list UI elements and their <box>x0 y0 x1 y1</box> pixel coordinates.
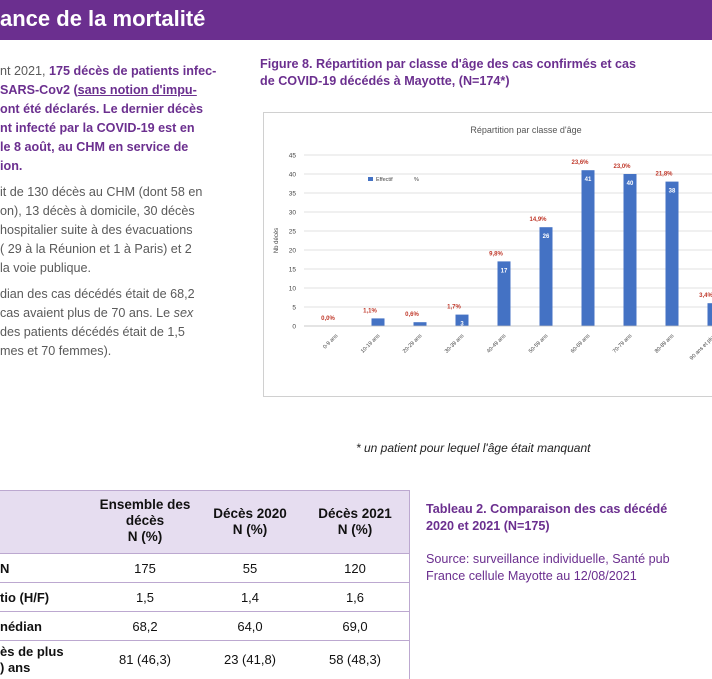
left-text-column: nt 2021, 175 décès de patients infec- SA… <box>0 62 245 361</box>
text-line: nt infecté par la COVID-19 est en <box>0 121 195 135</box>
section-header: ance de la mortalité <box>0 0 712 40</box>
y-tick-label: 25 <box>289 229 297 236</box>
table-cell: 64,0 <box>237 619 263 634</box>
y-tick-label: 15 <box>289 267 297 274</box>
y-tick-label: 5 <box>292 305 296 312</box>
text-line: la voie publique. <box>0 261 92 275</box>
text-line: cas avaient plus de 70 ans. Le sex <box>0 306 194 320</box>
text-line: nt 2021, 175 décès de patients infec- <box>0 64 217 78</box>
bar-value-label: 38 <box>669 189 676 195</box>
y-tick-label: 35 <box>289 191 297 198</box>
x-tick-label: 10-19 ans <box>360 333 382 355</box>
y-tick-label: 30 <box>289 210 297 217</box>
text-line: ion. <box>0 159 23 173</box>
y-tick-label: 45 <box>289 153 297 160</box>
legend-effectif: Effectif <box>376 177 393 183</box>
x-tick-label: 20-29 ans <box>402 333 424 355</box>
table-cell: 1,5 <box>135 590 155 605</box>
percent-label: 21,8% <box>655 172 673 178</box>
x-tick-label: 80-89 ans <box>654 333 676 355</box>
table-row-label: nédian <box>0 619 42 634</box>
bar <box>623 174 637 326</box>
table-caption-title: Tableau 2. Comparaison des cas décédé 20… <box>426 502 668 533</box>
text-line: it de 130 décès au CHM (dont 58 en <box>0 185 203 199</box>
table-row-label: ès de plus ) ans <box>0 644 64 675</box>
bar-value-label: 3 <box>460 322 464 328</box>
bar <box>581 170 595 326</box>
table-row-label: tio (H/F) <box>0 590 50 605</box>
table-header-all: Ensemble des décès N (%) <box>99 497 191 544</box>
bar-chart: Répartition par classe d'âge051015202530… <box>274 125 712 362</box>
percent-label: 0,6% <box>405 312 419 318</box>
table-row-label: N <box>0 561 10 576</box>
chart-title: Répartition par classe d'âge <box>470 125 581 135</box>
bar-value-label: 40 <box>627 181 634 187</box>
comparison-table: Ensemble des décès N (%) Décès 2020 N (%… <box>0 490 410 679</box>
y-tick-label: 40 <box>289 172 297 179</box>
x-tick-label: 30-39 ans <box>444 333 466 355</box>
percent-label: 1,1% <box>363 308 377 314</box>
percent-label: 0,0% <box>321 316 335 322</box>
table-header-2021: Décès 2021 N (%) <box>318 506 392 537</box>
bar <box>413 322 427 326</box>
bar <box>497 261 511 326</box>
text-line: ont été déclarés. Le dernier décès <box>0 102 203 116</box>
percent-label: 1,7% <box>447 305 461 311</box>
bar-value-label: 41 <box>585 177 592 183</box>
percent-label: 3,4% <box>699 293 712 299</box>
bar <box>371 318 385 326</box>
figure-footnote: * un patient pour lequel l'âge était man… <box>356 441 591 455</box>
table-cell: 81 (46,3) <box>118 652 172 667</box>
text-line: mes et 70 femmes). <box>0 344 112 358</box>
table-header-bg <box>0 490 410 553</box>
percent-label: 23,0% <box>613 164 631 170</box>
text-line: on), 13 décès à domicile, 30 décès <box>0 204 195 218</box>
y-axis-label: Nb décès <box>274 228 280 253</box>
table-cell: 23 (41,8) <box>223 652 277 667</box>
percent-label: 9,8% <box>489 251 503 257</box>
bar <box>707 303 712 326</box>
bar <box>539 227 553 326</box>
chart-container: Répartition par classe d'âge 0 5 10 15 20 25 30… <box>263 112 712 397</box>
x-tick-label: 90 ans et plus <box>689 333 712 362</box>
table-cell: 120 <box>344 561 366 576</box>
y-tick-label: 10 <box>289 286 297 293</box>
table-cell: 69,0 <box>342 619 368 634</box>
table-cell: 1,6 <box>345 590 365 605</box>
bar <box>455 314 469 326</box>
table-cell: 1,4 <box>240 590 260 605</box>
text-line: hospitalier suite à des évacuations <box>0 223 193 237</box>
table-cell: 55 <box>242 561 258 576</box>
bar-value-label: 26 <box>543 234 550 240</box>
text-line: ( 29 à la Réunion et 1 à Paris) et 2 <box>0 242 192 256</box>
table-cell: 68,2 <box>132 619 158 634</box>
text-line: SARS-Cov2 (sans notion d'impu- <box>0 83 197 97</box>
table-caption-source: Source: surveillance individuelle, Santé… <box>426 552 670 583</box>
y-tick-label: 0 <box>292 324 296 331</box>
figure-title: Figure 8. Répartition par classe d'âge d… <box>260 57 637 88</box>
x-tick-label: 50-59 ans <box>528 333 550 355</box>
x-tick-label: 60-69 ans <box>570 333 592 355</box>
table-header-2020: Décès 2020 N (%) <box>213 506 287 537</box>
text-line: dian des cas décédés était de 68,2 <box>0 287 195 301</box>
bar-value-label: 17 <box>501 268 508 274</box>
bar <box>665 181 679 326</box>
x-tick-label: 40-49 ans <box>486 333 508 355</box>
text-line: des patients décédés était de 1,5 <box>0 325 185 339</box>
section-title: ance de la mortalité <box>0 6 206 31</box>
text-line: le 8 août, au CHM en service de <box>0 140 189 154</box>
legend-percent: % <box>414 177 419 183</box>
table-cell: 58 (48,3) <box>328 652 382 667</box>
y-tick-label: 20 <box>289 248 297 255</box>
table-cell: 175 <box>134 561 156 576</box>
legend-swatch-effectif <box>368 177 373 181</box>
percent-label: 23,6% <box>571 160 589 166</box>
x-tick-label: 70-79 ans <box>612 333 634 355</box>
x-tick-label: 0-9 ans <box>322 333 339 350</box>
percent-label: 14,9% <box>529 217 547 223</box>
